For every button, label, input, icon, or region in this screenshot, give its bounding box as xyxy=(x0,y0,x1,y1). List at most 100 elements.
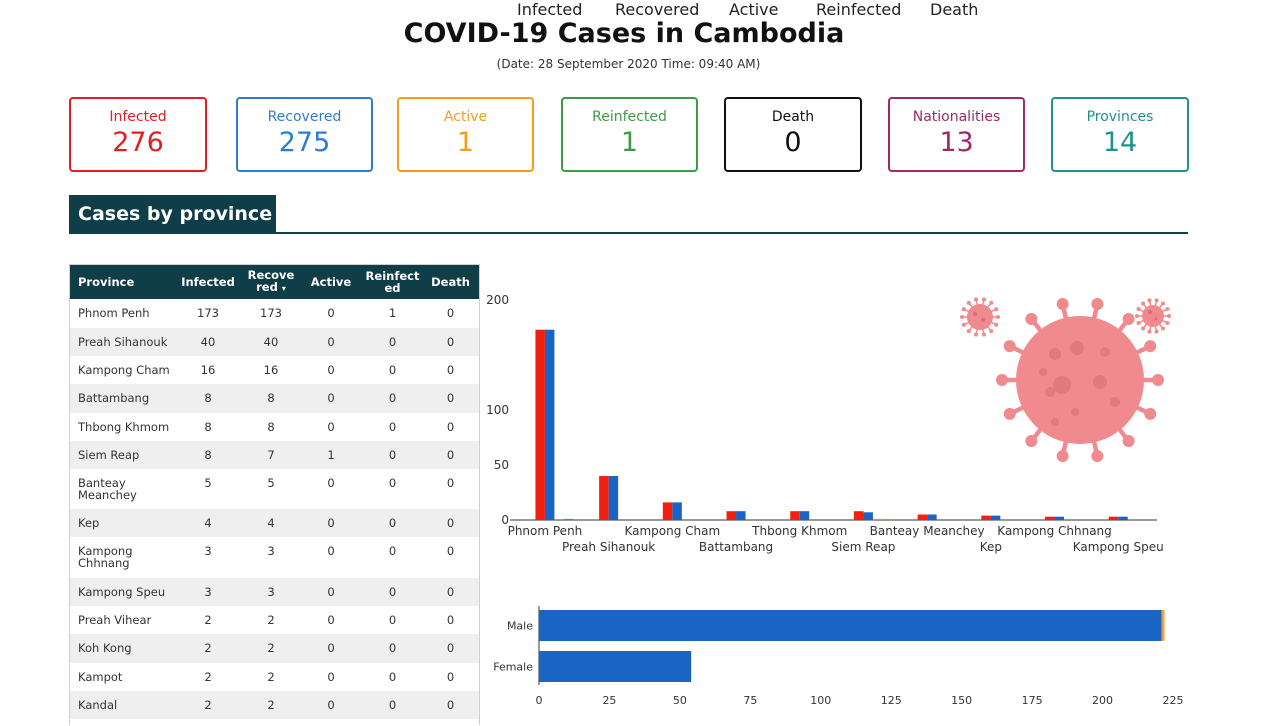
virus-spot xyxy=(1053,376,1071,394)
legend-item-infected[interactable]: Infected xyxy=(517,0,582,19)
value-cell: 0 xyxy=(299,663,363,691)
cell-text: Kampong Chhnang xyxy=(78,544,133,570)
virus-spike-head xyxy=(1144,407,1157,420)
bar-reinfected[interactable] xyxy=(563,518,574,520)
cell-text: 0 xyxy=(388,544,397,558)
cell-text: 2 xyxy=(204,641,212,655)
bar-infected[interactable] xyxy=(535,329,545,520)
column-header-3[interactable]: Active xyxy=(299,265,363,299)
x-tick-label: Preah Sihanouk xyxy=(562,540,655,554)
cell-text: 0 xyxy=(446,363,455,377)
table-row: Kandal 2 2 0 0 0 xyxy=(70,691,479,719)
column-header-2[interactable]: Recove red ▾ xyxy=(243,265,299,299)
value-cell: 2 xyxy=(243,634,299,663)
legend-label: Infected xyxy=(517,0,583,19)
virus-spike-head xyxy=(1154,329,1159,334)
bar-male-other[interactable] xyxy=(1161,610,1165,641)
legend-item-active[interactable]: Active xyxy=(729,0,779,19)
value-cell: 4 xyxy=(173,509,243,537)
column-header-0[interactable]: Province xyxy=(70,265,173,299)
cell-text: 2 xyxy=(204,670,212,684)
value-cell: 2 xyxy=(243,606,299,634)
value-cell: 3 xyxy=(173,537,243,578)
bar-recovered[interactable] xyxy=(799,511,810,520)
bar-infected[interactable] xyxy=(662,502,673,520)
cell-text: Battambang xyxy=(78,391,150,405)
table-row: Phnom Penh 173 173 0 1 0 xyxy=(70,299,479,328)
cell-text: 0 xyxy=(446,476,455,490)
bar-infected[interactable] xyxy=(917,514,928,521)
cell-text: Kandal xyxy=(78,698,118,712)
x-tick-label: Battambang xyxy=(699,540,773,554)
cell-text: 2 xyxy=(204,698,212,712)
stat-label: Provinces xyxy=(1086,109,1154,125)
value-cell: 0 xyxy=(299,537,363,578)
value-cell: 40 xyxy=(243,328,299,356)
column-header-1[interactable]: Infected xyxy=(173,265,243,299)
bar-recovered[interactable] xyxy=(672,502,682,520)
stat-value: 1 xyxy=(620,127,639,158)
cell-text: 0 xyxy=(388,613,397,627)
table-row: Preah Vihear 2 2 0 0 0 xyxy=(70,606,479,634)
bar-recovered[interactable] xyxy=(1118,516,1128,520)
stat-value: 0 xyxy=(784,127,802,158)
cell-text: 0 xyxy=(446,516,455,530)
bar-infected[interactable] xyxy=(1108,516,1119,520)
cell-text: 0 xyxy=(327,335,335,349)
virus-spot xyxy=(973,312,977,316)
cell-text: 3 xyxy=(267,585,275,599)
value-cell: 0 xyxy=(363,384,422,413)
sort-desc-icon[interactable]: ▾ xyxy=(281,284,286,293)
column-header-5[interactable]: Death xyxy=(422,265,479,299)
bar-recovered[interactable] xyxy=(608,476,619,520)
bar-recovered[interactable] xyxy=(1054,516,1065,520)
value-cell: 0 xyxy=(299,606,363,634)
gender-bar-chart: Male Female 0 25 50 75 100 125 150 175 200 225 xyxy=(493,606,1184,707)
bar-recovered[interactable] xyxy=(927,514,937,521)
stat-label: Active xyxy=(443,109,488,125)
table-row: Koh Kong 2 2 0 0 0 xyxy=(70,634,479,663)
stat-card-infected: Infected 276 xyxy=(69,97,207,172)
x-tick-label: Thbong Khmom xyxy=(751,524,847,538)
bar-recovered[interactable] xyxy=(544,329,555,520)
bar-active[interactable] xyxy=(872,518,883,520)
page-title: COVID-19 Cases in Cambodia xyxy=(403,18,845,49)
virus-spike-head xyxy=(961,322,966,327)
cell-text: 0 xyxy=(446,448,455,462)
table-row: Kampong Speu 3 3 0 0 0 xyxy=(70,578,479,606)
virus-spike-head xyxy=(1141,301,1146,306)
virus-spot xyxy=(1049,348,1061,360)
bar-infected[interactable] xyxy=(599,476,609,520)
legend-item-death[interactable]: Death xyxy=(930,0,978,19)
cell-text: 0 xyxy=(327,613,335,627)
province-name-cell: Phnom Penh xyxy=(70,299,173,328)
cell-text: 0 xyxy=(388,448,397,462)
x-tick-label: 100 xyxy=(810,694,831,707)
bar-infected[interactable] xyxy=(853,511,864,520)
cell-text: 0 xyxy=(327,544,335,558)
virus-spike-head xyxy=(1135,314,1139,318)
value-cell: 0 xyxy=(422,384,479,413)
virus-spike-head xyxy=(989,329,994,334)
legend-item-reinfected[interactable]: Reinfected xyxy=(816,0,901,19)
value-cell: 3 xyxy=(243,537,299,578)
bar-recovered[interactable] xyxy=(863,512,873,520)
section-title: Cases by province xyxy=(69,195,276,233)
column-header-4[interactable]: Reinfect ed xyxy=(363,265,422,299)
cell-text: Kampot xyxy=(78,670,123,684)
bar-infected[interactable] xyxy=(981,515,991,520)
bar-female-cases[interactable] xyxy=(539,651,692,682)
bar-recovered[interactable] xyxy=(736,511,746,520)
virus-spike-head xyxy=(1003,340,1016,353)
bar-male-cases[interactable] xyxy=(539,610,1162,641)
virus-body xyxy=(1142,305,1164,327)
bar-infected[interactable] xyxy=(790,511,800,520)
bar-infected[interactable] xyxy=(726,511,737,520)
province-name-cell: Kandal xyxy=(70,691,173,719)
cell-text: 2 xyxy=(204,613,212,627)
cell-text: 0 xyxy=(446,544,455,558)
bar-recovered[interactable] xyxy=(990,515,1001,520)
virus-spot xyxy=(1071,408,1079,416)
bar-infected[interactable] xyxy=(1045,516,1055,520)
legend-item-recovered[interactable]: Recovered xyxy=(615,0,699,19)
